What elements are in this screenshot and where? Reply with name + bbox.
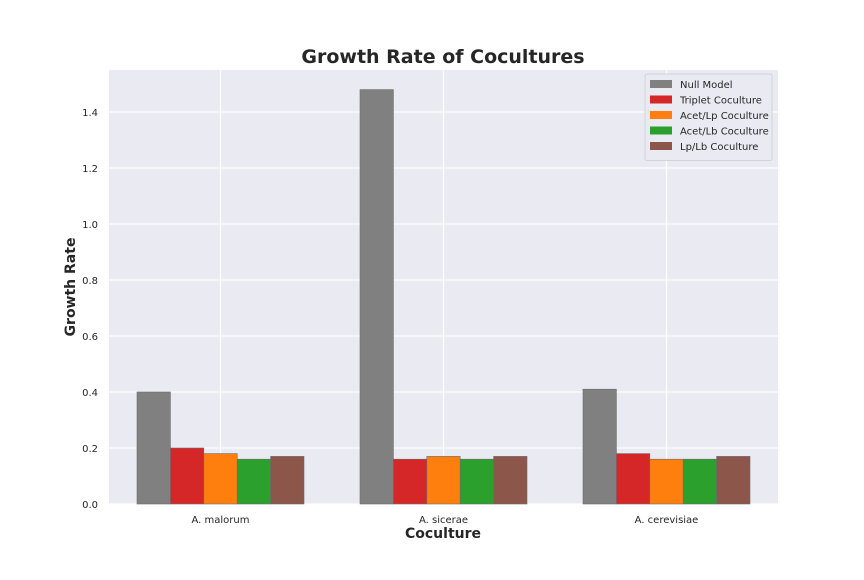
y-tick-label: 0.2 <box>82 444 98 455</box>
bar <box>493 456 528 505</box>
legend-label: Acet/Lp Coculture <box>680 111 769 122</box>
bar <box>649 458 684 505</box>
x-axis-ticks: A. malorum A. sicerae A. cerevisiae <box>192 515 699 526</box>
legend: Null Model Triplet Coculture Acet/Lp Cocul… <box>644 73 773 161</box>
y-tick-label: 0.6 <box>82 332 98 343</box>
x-axis-label: Coculture <box>405 526 481 542</box>
legend-label: Triplet Coculture <box>679 96 762 107</box>
legend-box <box>644 73 773 161</box>
grid <box>109 70 778 505</box>
legend-swatch <box>650 95 672 104</box>
legend-swatch <box>650 126 672 135</box>
legend-label: Lp/Lb Coculture <box>680 142 758 153</box>
x-tick-label: A. sicerae <box>419 515 468 526</box>
bar <box>236 458 271 505</box>
legend-label: Null Model <box>680 80 733 91</box>
y-axis-label: Growth Rate <box>63 238 79 337</box>
x-tick-label: A. cerevisiae <box>635 515 699 526</box>
legend-swatch <box>650 111 672 119</box>
bar <box>582 388 617 505</box>
legend-swatch <box>650 142 672 150</box>
y-axis-ticks: 0.0 0.2 0.4 0.6 0.8 1.0 1.2 1.4 <box>82 108 98 511</box>
bar <box>459 458 494 505</box>
bar <box>716 456 751 505</box>
y-tick-label: 0.8 <box>82 276 98 287</box>
bar <box>136 391 171 505</box>
bar <box>393 458 428 505</box>
y-tick-label: 1.2 <box>82 164 98 175</box>
x-tick-label: A. malorum <box>192 515 250 526</box>
bar <box>682 458 717 505</box>
bar <box>616 453 651 505</box>
bar <box>203 453 238 505</box>
bar <box>426 456 461 505</box>
bars <box>136 89 751 505</box>
y-tick-label: 1.4 <box>82 108 98 119</box>
y-tick-label: 0.0 <box>82 500 98 511</box>
y-tick-label: 0.4 <box>82 388 98 399</box>
bar <box>270 456 305 505</box>
y-tick-label: 1.0 <box>82 220 98 231</box>
chart-title: Growth Rate of Cocultures <box>301 46 584 68</box>
legend-swatch <box>650 80 672 88</box>
bar <box>359 89 394 505</box>
legend-label: Acet/Lb Coculture <box>680 127 769 138</box>
bar <box>170 447 205 505</box>
